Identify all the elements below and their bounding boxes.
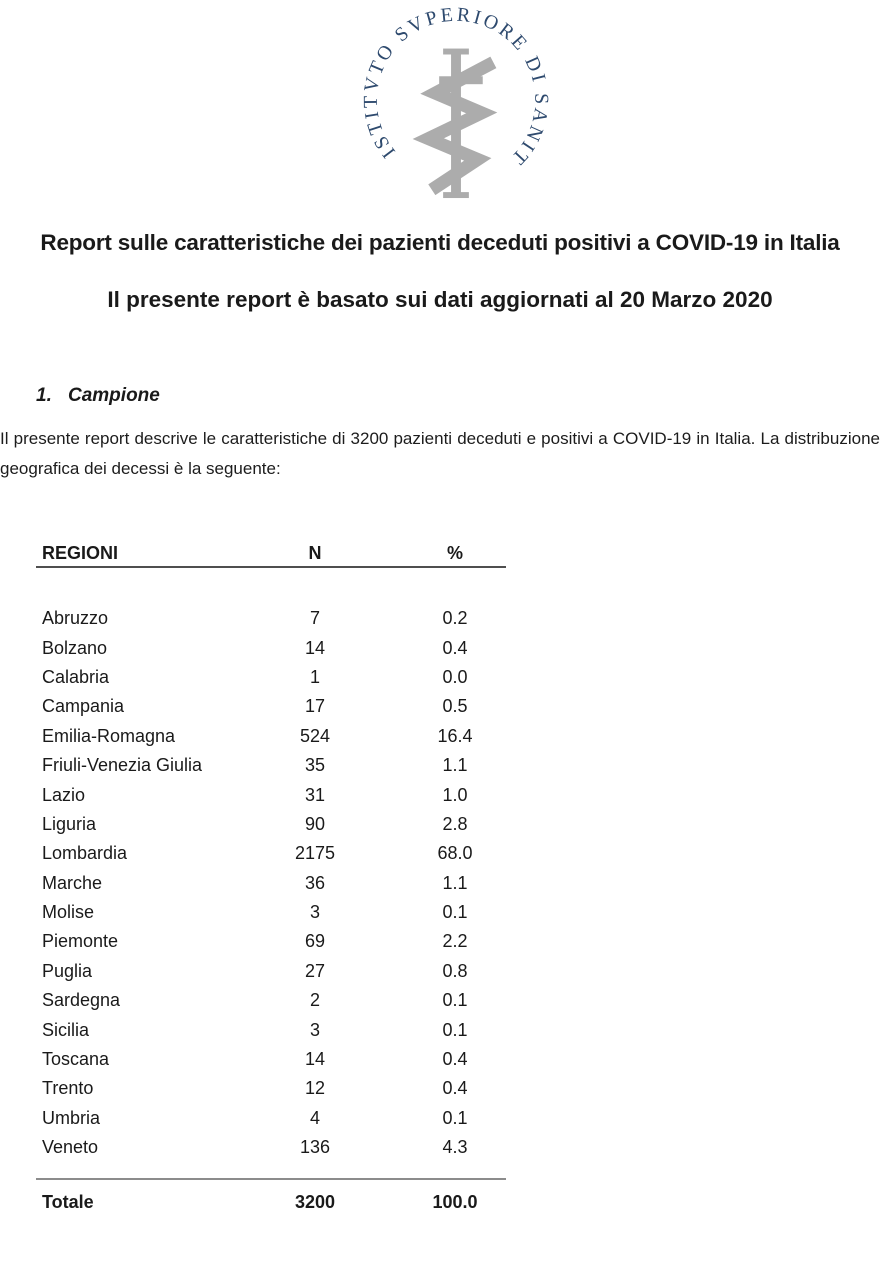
region-name: Bolzano <box>42 637 108 658</box>
region-count: 36 <box>304 872 326 893</box>
region-name: Marche <box>42 872 103 893</box>
table-row: Emilia-Romagna 524 16.4 <box>36 722 506 751</box>
section-heading-campione: 1. Campione <box>0 385 880 407</box>
region-percent: 0.2 <box>442 608 468 629</box>
table-row: Calabria 1 0.0 <box>36 663 506 692</box>
column-header-pct: % <box>446 542 463 563</box>
region-count: 2 <box>309 990 320 1011</box>
region-name: Veneto <box>42 1137 99 1158</box>
total-pct: 100.0 <box>432 1191 478 1212</box>
region-percent: 0.8 <box>442 960 468 981</box>
table-row: Sicilia 3 0.1 <box>36 1015 506 1044</box>
column-header-regioni: REGIONI <box>42 542 119 563</box>
region-percent: 0.1 <box>442 1107 468 1128</box>
table-row: Trento 12 0.4 <box>36 1074 506 1103</box>
table-row: Puglia 27 0.8 <box>36 957 506 986</box>
region-percent: 0.1 <box>442 990 468 1011</box>
region-count: 35 <box>304 755 326 776</box>
region-count: 7 <box>309 608 320 629</box>
region-count: 27 <box>304 960 326 981</box>
region-count: 69 <box>304 931 326 952</box>
region-count: 524 <box>299 725 331 746</box>
region-count: 90 <box>304 813 326 834</box>
region-percent: 2.8 <box>442 813 468 834</box>
region-percent: 0.1 <box>442 1019 468 1040</box>
section-number: 1. <box>36 385 52 406</box>
region-percent: 1.1 <box>442 872 468 893</box>
total-n: 3200 <box>294 1191 336 1212</box>
region-percent: 1.1 <box>442 755 468 776</box>
region-count: 136 <box>299 1137 331 1158</box>
table-row: Sardegna 2 0.1 <box>36 986 506 1015</box>
table-row: Piemonte 69 2.2 <box>36 927 506 956</box>
region-percent: 0.1 <box>442 902 468 923</box>
region-name: Calabria <box>42 666 110 687</box>
table-spacer <box>36 568 506 604</box>
region-count: 14 <box>304 1049 326 1070</box>
table-row: Abruzzo 7 0.2 <box>36 604 506 633</box>
table-body: Abruzzo 7 0.2 Bolzano 14 0.4 Calabria 1 … <box>36 604 506 1162</box>
table-row: Friuli-Venezia Giulia 35 1.1 <box>36 751 506 780</box>
table-row: Bolzano 14 0.4 <box>36 633 506 662</box>
region-name: Puglia <box>42 960 93 981</box>
table-row: Lombardia 2175 68.0 <box>36 839 506 868</box>
region-percent: 16.4 <box>437 725 473 746</box>
region-name: Umbria <box>42 1107 101 1128</box>
staff-and-serpent-icon: ISTITVTO SVPERIORE DI SANITÀ <box>343 0 549 199</box>
table-row: Toscana 14 0.4 <box>36 1045 506 1074</box>
region-name: Liguria <box>42 813 97 834</box>
region-name: Campania <box>42 696 125 717</box>
region-name: Lazio <box>42 784 86 805</box>
report-subtitle: Il presente report è basato sui dati agg… <box>107 287 773 312</box>
region-percent: 4.3 <box>442 1137 468 1158</box>
total-label: Totale <box>42 1191 94 1212</box>
table-total-row: Totale 3200 100.0 <box>36 1178 506 1222</box>
table-row: Campania 17 0.5 <box>36 692 506 721</box>
region-count: 1 <box>309 666 320 687</box>
region-count: 31 <box>304 784 326 805</box>
region-count: 4 <box>309 1107 320 1128</box>
table-row: Umbria 4 0.1 <box>36 1104 506 1133</box>
region-name: Piemonte <box>42 931 119 952</box>
region-name: Sardegna <box>42 990 121 1011</box>
region-percent: 0.4 <box>442 1049 468 1070</box>
region-percent: 68.0 <box>437 843 473 864</box>
section-label: Campione <box>68 385 160 406</box>
region-name: Lombardia <box>42 843 128 864</box>
region-name: Emilia-Romagna <box>42 725 176 746</box>
table-row: Molise 3 0.1 <box>36 898 506 927</box>
region-percent: 0.5 <box>442 696 468 717</box>
region-name: Sicilia <box>42 1019 90 1040</box>
region-count: 3 <box>309 902 320 923</box>
table-row: Veneto 136 4.3 <box>36 1133 506 1162</box>
table-row: Liguria 90 2.8 <box>36 810 506 839</box>
region-percent: 0.4 <box>442 1078 468 1099</box>
region-name: Abruzzo <box>42 608 109 629</box>
intro-paragraph: Il presente report descrive le caratteri… <box>0 429 880 478</box>
serpent-icon <box>412 56 498 196</box>
region-percent: 2.2 <box>442 931 468 952</box>
column-header-n: N <box>308 542 322 563</box>
region-count: 14 <box>304 637 326 658</box>
regions-table: REGIONI N % Abruzzo 7 0.2 Bolzano 14 0.4… <box>36 540 506 1222</box>
region-name: Toscana <box>42 1049 110 1070</box>
table-row: Lazio 31 1.0 <box>36 780 506 809</box>
report-title: Report sulle caratteristiche dei pazient… <box>40 230 840 255</box>
region-count: 3 <box>309 1019 320 1040</box>
region-count: 12 <box>304 1078 326 1099</box>
region-percent: 1.0 <box>442 784 468 805</box>
region-name: Molise <box>42 902 95 923</box>
region-count: 17 <box>304 696 326 717</box>
table-header-row: REGIONI N % <box>36 540 506 568</box>
iss-logo: ISTITVTO SVPERIORE DI SANITÀ <box>343 0 562 202</box>
region-percent: 0.0 <box>442 666 468 687</box>
table-row: Marche 36 1.1 <box>36 869 506 898</box>
region-name: Trento <box>42 1078 94 1099</box>
region-count: 2175 <box>294 843 336 864</box>
region-name: Friuli-Venezia Giulia <box>42 755 203 776</box>
region-percent: 0.4 <box>442 637 468 658</box>
